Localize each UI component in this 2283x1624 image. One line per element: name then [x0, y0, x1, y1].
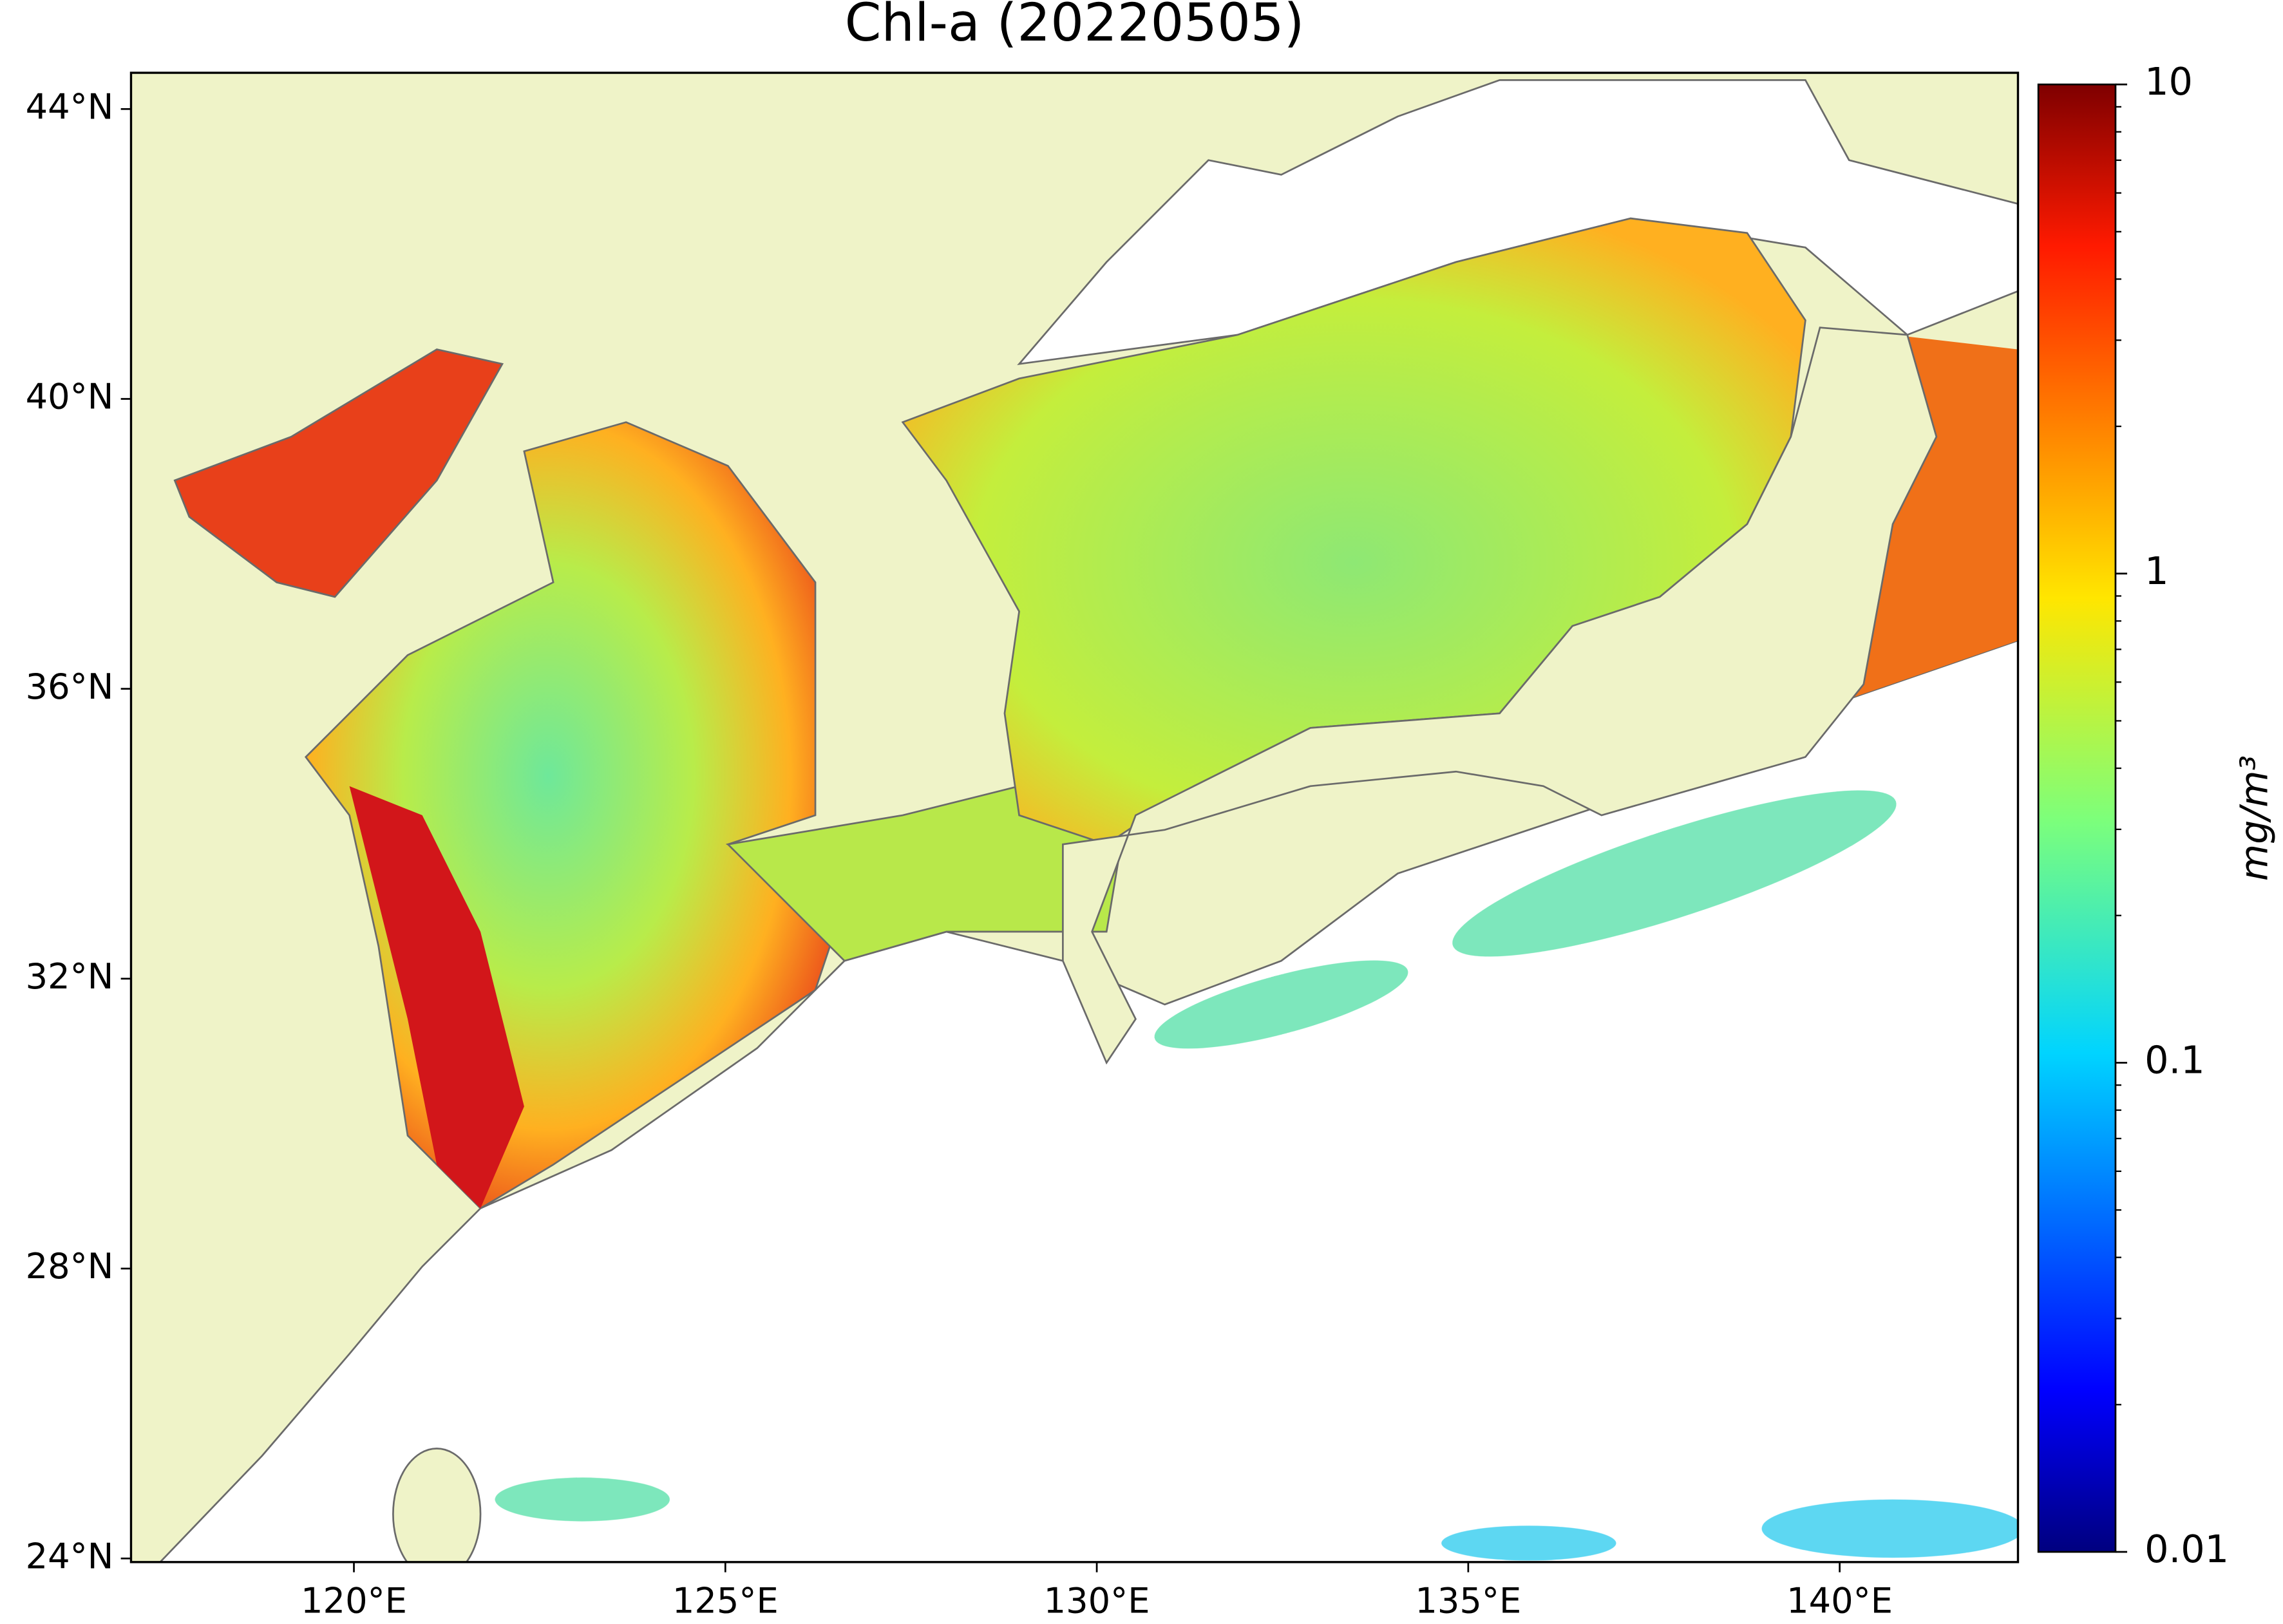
colorbar: [2037, 83, 2117, 1553]
colorbar-tick-label: 1: [2145, 549, 2168, 593]
colorbar-label: mg/m³: [2231, 755, 2276, 881]
y-tick-label: 24°N: [26, 1536, 114, 1576]
map-area: [131, 73, 2018, 1562]
y-tick-label: 44°N: [26, 86, 114, 127]
x-tick-label: 125°E: [672, 1580, 779, 1621]
colorbar-tick-label: 0.1: [2145, 1037, 2204, 1082]
x-tick-label: 130°E: [1044, 1580, 1150, 1621]
y-tick-label: 40°N: [26, 377, 114, 417]
east-china-sea: [726, 785, 1123, 962]
ocean-patches: [495, 790, 2018, 1561]
map-title: Chl-a (20220505): [845, 0, 1305, 53]
x-tick-label: 135°E: [1415, 1580, 1521, 1621]
pacific-coastal: [1841, 334, 2018, 699]
japan-land: [1062, 326, 1938, 1065]
plot: Chl-a (20220505) mg/m³ 120°E 125°E 130°E 13…: [26, 0, 2277, 1621]
x-tick-label: 120°E: [301, 1580, 407, 1621]
colorbar-tick-label: 0.01: [2145, 1527, 2229, 1571]
x-tick-label: 140°E: [1786, 1580, 1893, 1621]
y-tick-label: 32°N: [26, 956, 114, 997]
coastal-bloom: [349, 786, 524, 1209]
taiwan: [392, 1448, 482, 1562]
colorbar-tick-label: 10: [2145, 59, 2193, 104]
y-tick-label: 28°N: [26, 1246, 114, 1287]
y-tick-label: 36°N: [26, 666, 114, 707]
bohai-sea: [173, 348, 504, 598]
map-frame: [129, 71, 2020, 1563]
